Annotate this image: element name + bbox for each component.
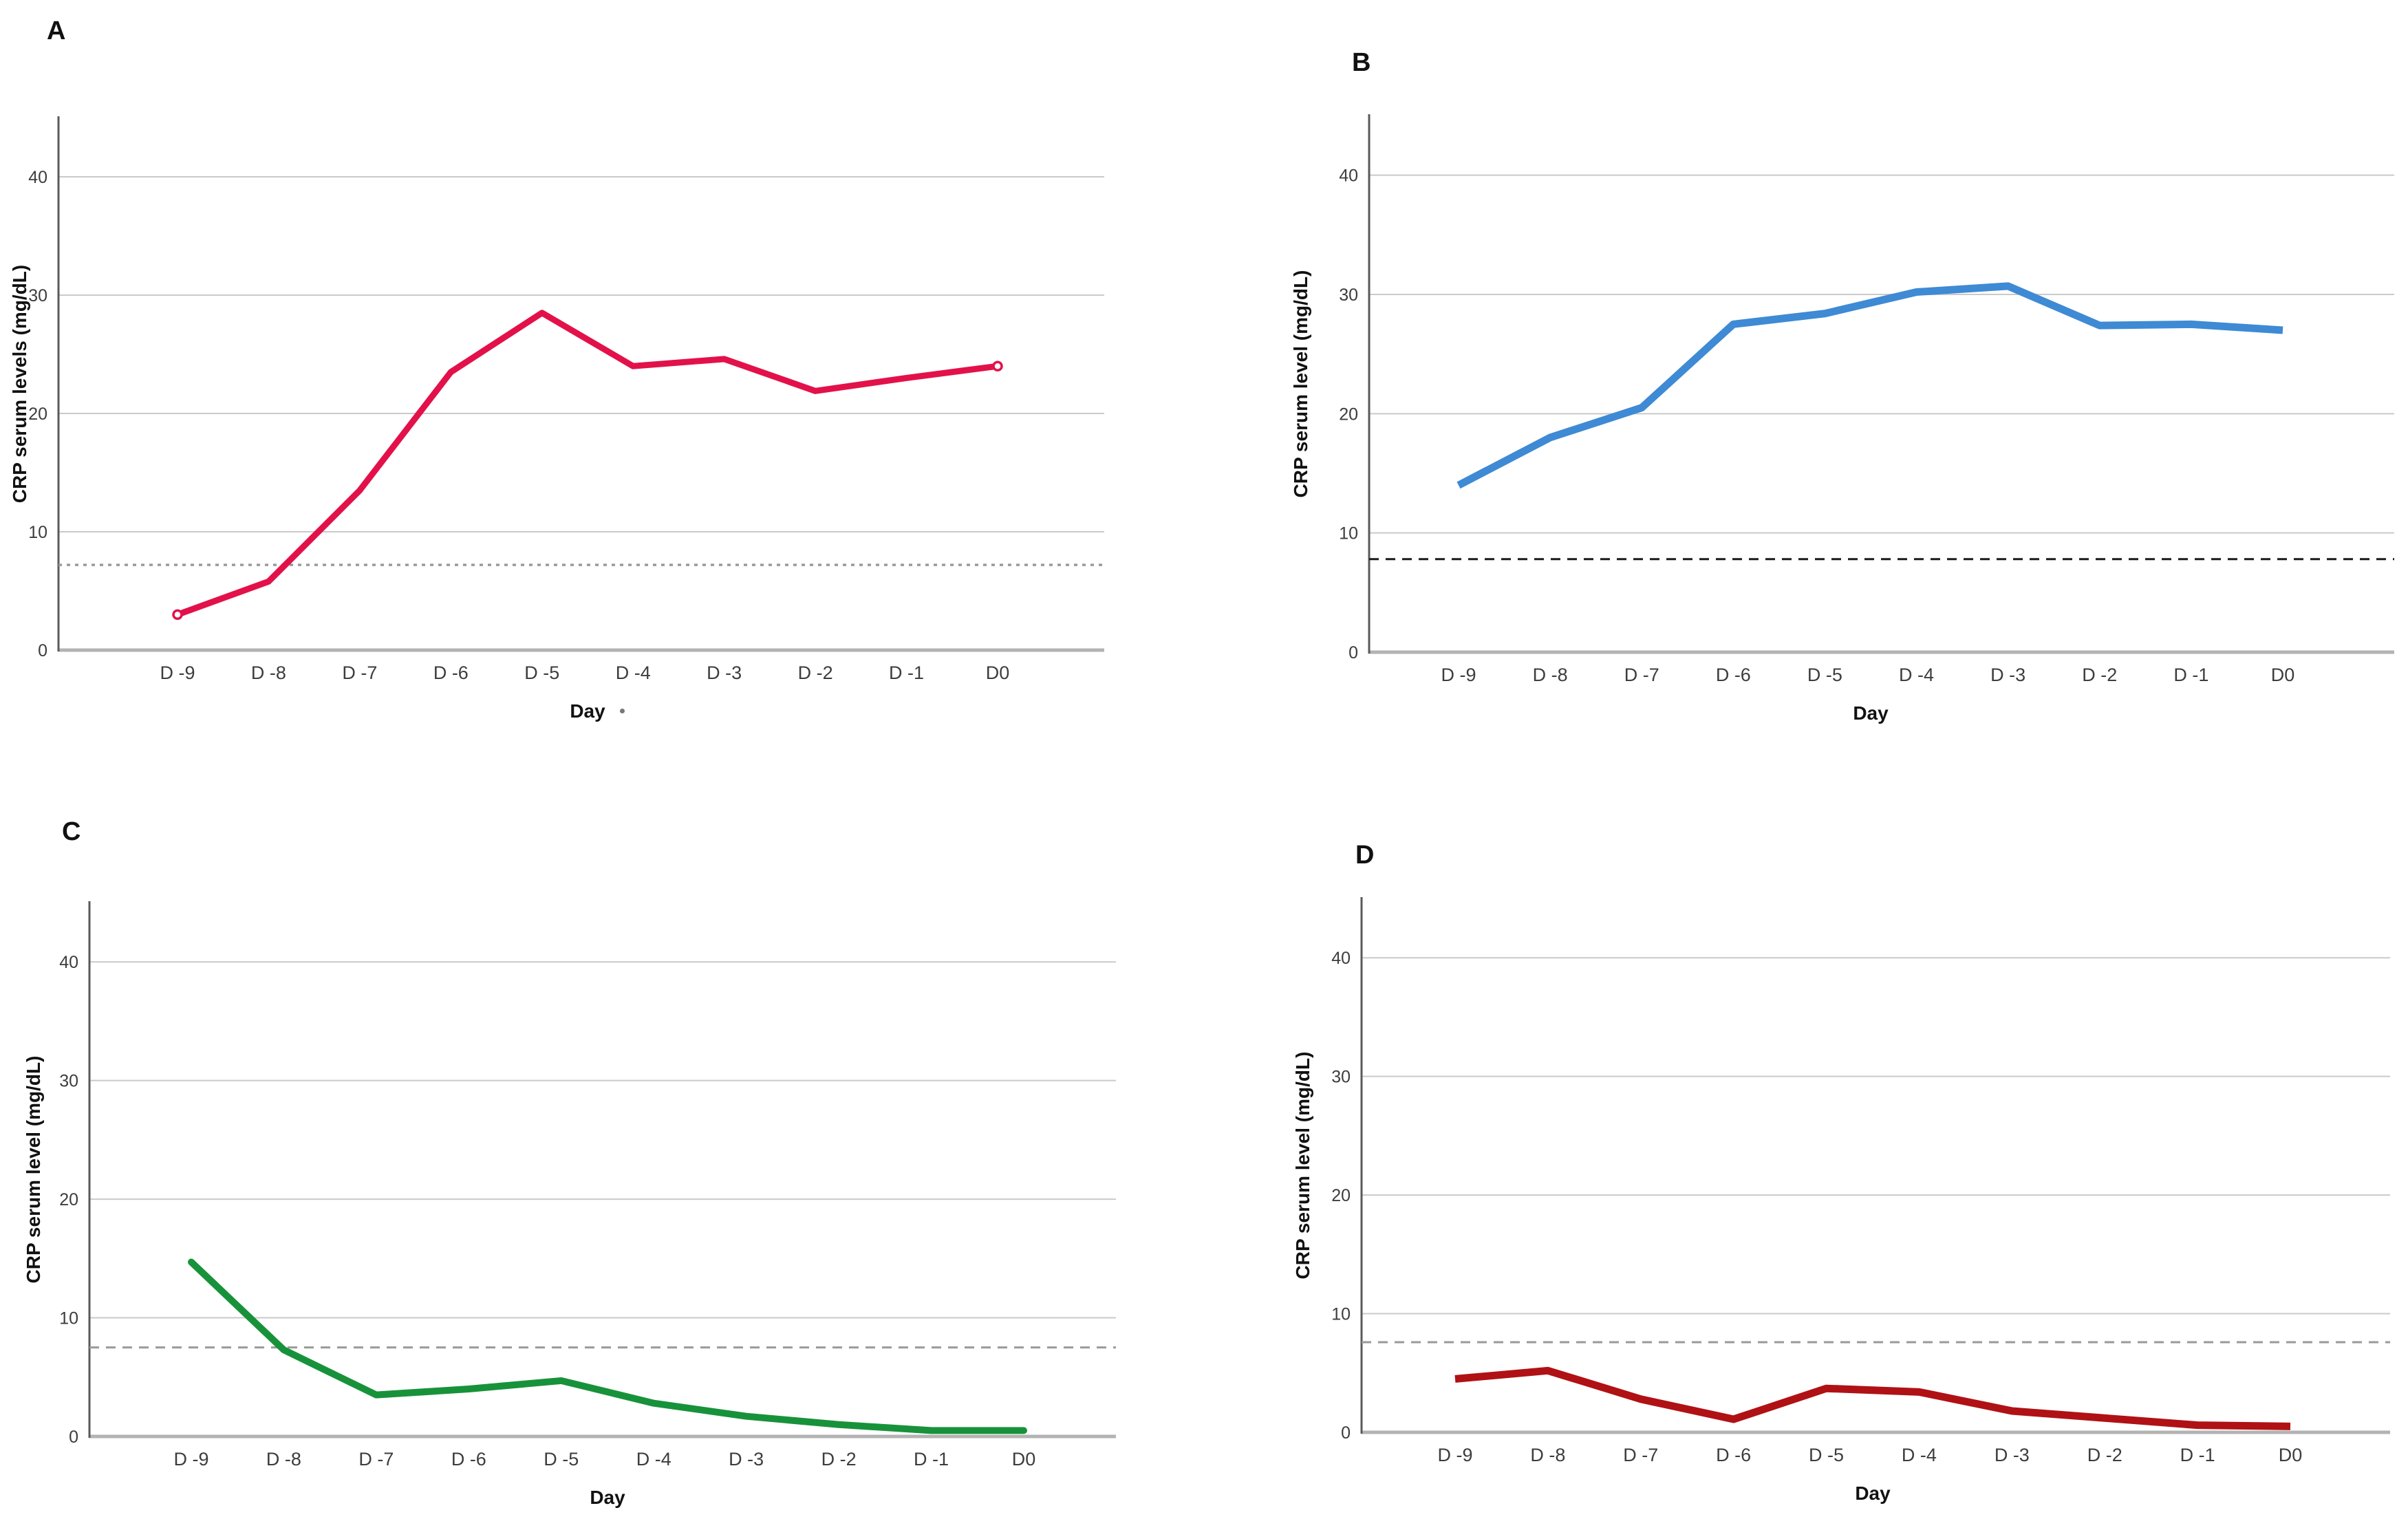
x-tick-label: D -3 <box>1990 665 2025 685</box>
x-axis-title: Day <box>1853 702 1889 724</box>
x-tick-label: D -1 <box>2180 1445 2215 1465</box>
x-tick-label: D -4 <box>1899 665 1934 685</box>
x-tick-label: D -7 <box>1623 1445 1658 1465</box>
y-tick-label: 20 <box>28 405 47 424</box>
stray-dot-artifact <box>620 709 625 713</box>
x-tick-label: D -5 <box>1809 1445 1844 1465</box>
panel-b-label: B <box>1352 48 1371 77</box>
y-axis-title: CRP serum levels (mg/dL) <box>9 265 30 503</box>
y-tick-label: 30 <box>1339 286 1358 305</box>
panel-a-plot: 0 10 20 30 40 D -9 D -8 D -7 D -6 D -5 D -4 D -3 D -… <box>9 116 1104 722</box>
y-tick-label: 30 <box>59 1072 78 1091</box>
x-tick-label: D -1 <box>914 1449 949 1469</box>
x-tick-label: D0 <box>1012 1449 1036 1469</box>
y-axis-title: CRP serum level (mg/dL) <box>1290 270 1311 498</box>
y-tick-label: 30 <box>1331 1068 1351 1087</box>
y-tick-label: 40 <box>1339 166 1358 186</box>
crp-series-line <box>188 1258 1027 1434</box>
x-tick-label: D -8 <box>266 1449 301 1469</box>
endpoint-marker <box>992 360 1003 371</box>
panel-c-plot: 0 10 20 30 40 D -9 D -8 D -7 D -6 D -5 D -4 D -3 D -… <box>23 901 1116 1508</box>
y-tick-label: 40 <box>28 168 47 187</box>
crp-series-line <box>174 310 1001 618</box>
x-tick-label: D -2 <box>2082 665 2117 685</box>
panel-a-chart: A 0 10 20 30 40 D -9 D -8 D -7 D -6 D -5 D -4 D -3 D… <box>0 0 1204 760</box>
y-tick-label: 20 <box>59 1190 78 1209</box>
x-axis-title: Day <box>590 1487 625 1508</box>
y-tick-label: 20 <box>1339 405 1358 424</box>
x-tick-label: D -6 <box>433 662 469 683</box>
x-tick-label: D -2 <box>798 662 833 683</box>
y-tick-label: 0 <box>1348 643 1358 662</box>
x-tick-label: D -5 <box>524 662 559 683</box>
x-tick-label: D -7 <box>358 1449 394 1469</box>
x-tick-label: D0 <box>2271 665 2295 685</box>
panel-b-chart: B 0 10 20 30 40 D -9 D -8 D -7 D -6 D -5 D -4 D -3 D… <box>1204 0 2408 760</box>
y-tick-label: 10 <box>28 523 47 542</box>
y-axis-title: CRP serum level (mg/dL) <box>23 1056 44 1284</box>
x-tick-label: D -3 <box>707 662 742 683</box>
x-tick-label: D -8 <box>1533 665 1568 685</box>
panel-d-chart: D 0 10 20 30 40 D -9 D -8 D -7 D -6 D -5 D -4 D -3 D… <box>1204 760 2408 1519</box>
x-tick-label: D -9 <box>1441 665 1476 685</box>
x-tick-label: D -8 <box>251 662 286 683</box>
panel-c-chart: C 0 10 20 30 40 D -9 D -8 D -7 D -6 D -5 D -4 D -3 D… <box>0 760 1204 1519</box>
crp-series-line <box>1454 1366 2291 1430</box>
endpoint-marker <box>172 609 183 621</box>
panel-d-plot: 0 10 20 30 40 D -9 D -8 D -7 D -6 D -5 D -4 D -3 D -… <box>1292 897 2390 1504</box>
x-tick-label: D -2 <box>821 1449 857 1469</box>
x-tick-label: D -7 <box>1624 665 1659 685</box>
y-tick-label: 20 <box>1331 1186 1351 1205</box>
crp-series-line <box>1456 282 2283 489</box>
x-tick-label: D -8 <box>1530 1445 1565 1465</box>
panel-b-plot: 0 10 20 30 40 D -9 D -8 D -7 D -6 D -5 D -4 D -3 D -… <box>1290 114 2394 724</box>
x-tick-label: D -3 <box>1995 1445 2030 1465</box>
x-tick-label: D -5 <box>544 1449 579 1469</box>
x-tick-label: D -1 <box>2173 665 2208 685</box>
x-tick-label: D -4 <box>1902 1445 1937 1465</box>
x-tick-label: D -6 <box>1716 665 1751 685</box>
y-axis-title: CRP serum level (mg/dL) <box>1292 1052 1313 1280</box>
y-tick-label: 0 <box>69 1428 78 1447</box>
x-tick-label: D0 <box>2279 1445 2303 1465</box>
x-axis-title: Day <box>570 700 605 722</box>
y-tick-label: 10 <box>1339 524 1358 543</box>
y-tick-label: 10 <box>1331 1305 1351 1324</box>
x-axis-title: Day <box>1855 1483 1891 1504</box>
x-tick-label: D -9 <box>173 1449 208 1469</box>
panel-c-label: C <box>62 817 81 846</box>
x-tick-label: D -2 <box>2087 1445 2122 1465</box>
x-tick-label: D -3 <box>729 1449 764 1469</box>
x-tick-label: D0 <box>986 662 1010 683</box>
y-tick-label: 30 <box>28 286 47 305</box>
x-tick-label: D -6 <box>451 1449 486 1469</box>
y-tick-label: 10 <box>59 1309 78 1328</box>
x-tick-label: D -6 <box>1716 1445 1751 1465</box>
x-tick-label: D -5 <box>1807 665 1842 685</box>
y-tick-label: 0 <box>1341 1423 1351 1443</box>
x-tick-label: D -4 <box>636 1449 671 1469</box>
panel-a-label: A <box>47 17 66 45</box>
y-tick-label: 0 <box>38 641 47 660</box>
y-tick-label: 40 <box>59 953 78 972</box>
x-tick-label: D -1 <box>889 662 924 683</box>
x-tick-label: D -9 <box>160 662 195 683</box>
panel-d-label: D <box>1355 841 1375 870</box>
x-tick-label: D -4 <box>616 662 651 683</box>
x-tick-label: D -7 <box>342 662 377 683</box>
y-tick-label: 40 <box>1331 949 1351 968</box>
x-tick-label: D -9 <box>1437 1445 1472 1465</box>
